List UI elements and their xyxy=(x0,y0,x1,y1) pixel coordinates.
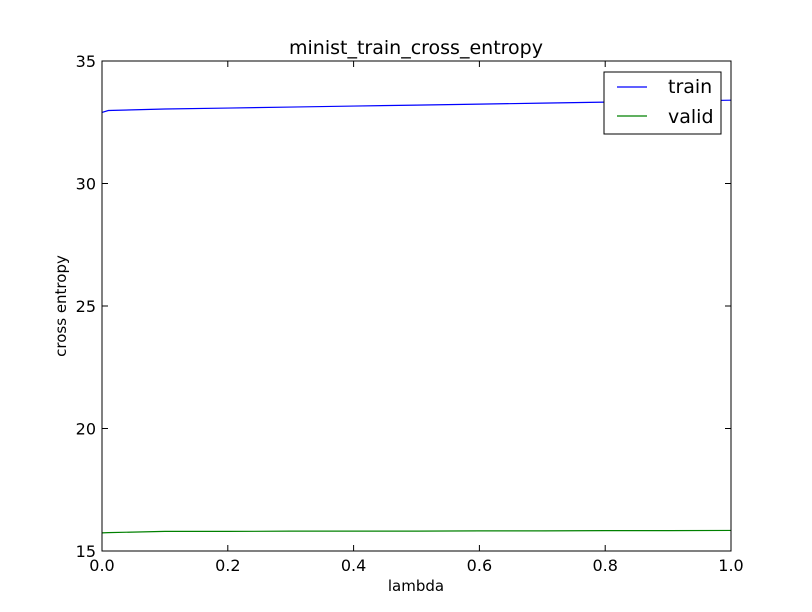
x-tick-label: 1.0 xyxy=(718,556,743,575)
x-axis-label: lambda xyxy=(388,577,444,595)
y-tick-label: 15 xyxy=(76,542,96,561)
y-tick-label: 35 xyxy=(76,52,96,71)
x-tick-label: 0.6 xyxy=(467,556,492,575)
x-tick-label: 0.4 xyxy=(341,556,366,575)
y-tick-label: 20 xyxy=(76,420,96,439)
x-tick-label: 0.8 xyxy=(592,556,617,575)
axis-ticks: 0.0 0.2 0.4 0.6 0.8 1.0 15 20 25 30 35 xyxy=(76,52,744,575)
x-tick-label: 0.0 xyxy=(89,556,114,575)
y-tick-label: 25 xyxy=(76,297,96,316)
x-tick-label: 0.2 xyxy=(215,556,240,575)
legend-label-train: train xyxy=(668,76,712,98)
chart-title: minist_train_cross_entropy xyxy=(289,37,543,59)
legend: train valid xyxy=(603,71,722,135)
y-tick-label: 30 xyxy=(76,175,96,194)
series-line-valid xyxy=(101,529,732,534)
legend-label-valid: valid xyxy=(668,106,714,128)
y-axis-label: cross entropy xyxy=(52,255,70,357)
legend-box xyxy=(603,71,722,135)
